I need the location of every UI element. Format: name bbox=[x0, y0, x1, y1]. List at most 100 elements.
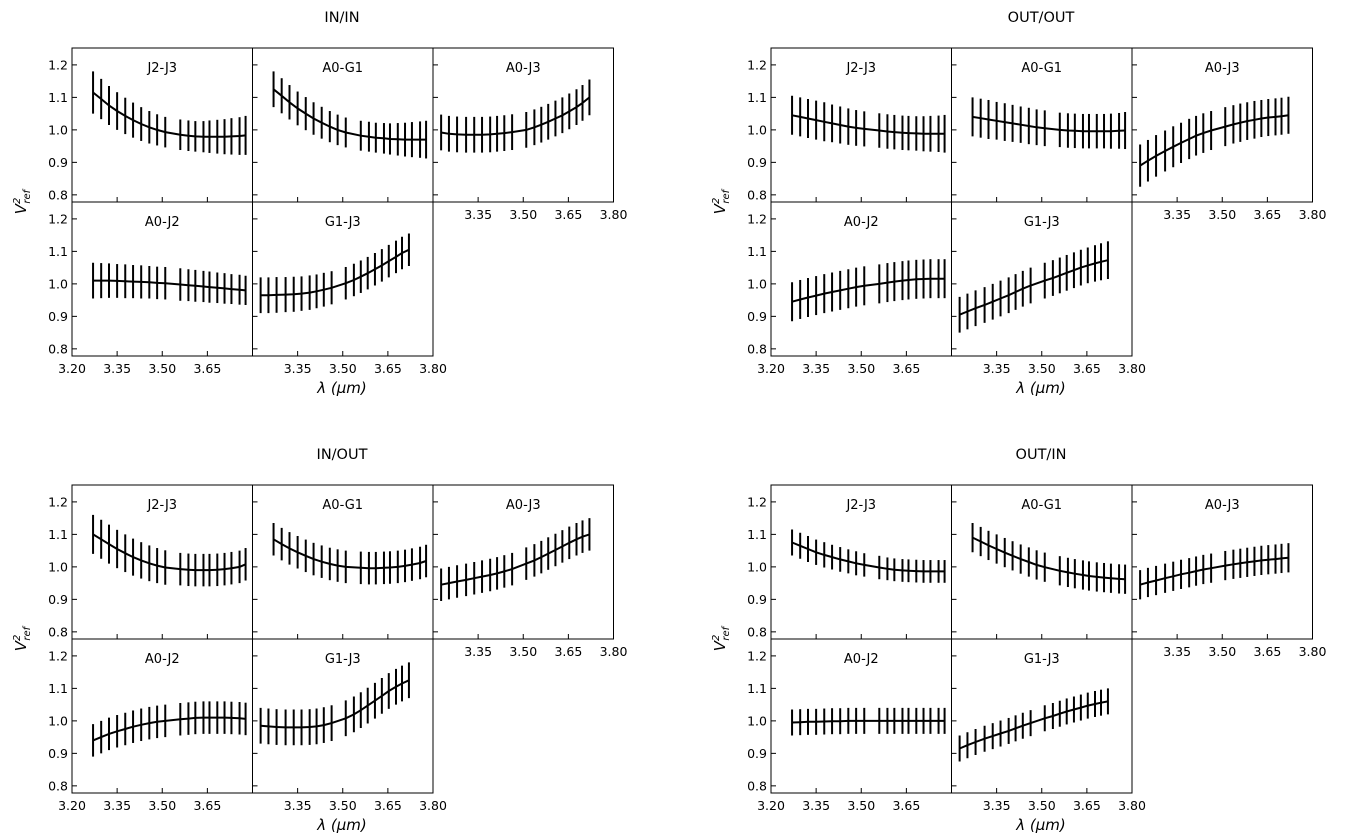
y-tick-label: 0.8 bbox=[747, 778, 767, 793]
y-tick-label: 0.9 bbox=[747, 309, 767, 324]
y-tick-label: 0.8 bbox=[747, 187, 767, 202]
model-curve bbox=[791, 541, 945, 573]
x-tick-label: 3.80 bbox=[600, 644, 628, 659]
y-label-base: V bbox=[12, 639, 30, 651]
baseline-label: A0-J3 bbox=[1205, 498, 1240, 513]
y-tick-label: 1.2 bbox=[747, 211, 767, 226]
x-tick-label: 3.50 bbox=[847, 798, 875, 813]
group-title: OUT/OUT bbox=[1008, 10, 1075, 26]
y-tick-label: 1.0 bbox=[48, 713, 68, 728]
y-tick-label: 1.2 bbox=[48, 494, 68, 509]
baseline-label: G1-J3 bbox=[1024, 215, 1060, 230]
y-label-sup: 2 bbox=[12, 198, 23, 204]
x-tick-label: 3.50 bbox=[148, 361, 176, 376]
x-tick-label: 3.65 bbox=[554, 644, 582, 659]
x-tick-label: 3.65 bbox=[374, 361, 402, 376]
panel-a0-j2: 3.20 3.35 3.50 3.65 0.8 0.9 1.0 1.1 1.2 A0-J2 bbox=[48, 638, 253, 813]
x-tick-label: 3.80 bbox=[1118, 361, 1146, 376]
y-tick-label: 1.0 bbox=[747, 276, 767, 291]
panel-g1-j3: 3.35 3.50 3.65 3.80 G1-J3 bbox=[951, 201, 1146, 376]
baseline-label: A0-G1 bbox=[322, 498, 363, 513]
x-tick-label: 3.35 bbox=[464, 207, 492, 222]
x-tick-label: 3.35 bbox=[983, 361, 1011, 376]
x-tick-label: 3.50 bbox=[1028, 798, 1056, 813]
baseline-label: A0-J2 bbox=[844, 215, 879, 230]
group-title: OUT/IN bbox=[1016, 447, 1067, 463]
panel-j2-j3: 0.8 0.9 1.0 1.1 1.2 J2-J3 bbox=[48, 484, 253, 640]
panel-a0-j3: 3.35 3.50 3.65 3.80 A0-J3 bbox=[1131, 484, 1327, 659]
y-tick-label: 1.2 bbox=[747, 494, 767, 509]
panel-g1-j3: 3.35 3.50 3.65 3.80 G1-J3 bbox=[252, 638, 447, 813]
x-tick-label: 3.35 bbox=[103, 361, 131, 376]
model-curve bbox=[93, 279, 246, 292]
y-tick-label: 0.9 bbox=[48, 746, 68, 761]
group-title: IN/OUT bbox=[317, 447, 368, 463]
baseline-label: A0-J3 bbox=[506, 61, 541, 76]
model-curve bbox=[959, 259, 1109, 316]
x-tick-label: 3.20 bbox=[58, 361, 86, 376]
model-curve bbox=[972, 115, 1126, 133]
baseline-label: G1-J3 bbox=[1024, 652, 1060, 667]
x-tick-label: 3.80 bbox=[419, 361, 447, 376]
baseline-label: J2-J3 bbox=[146, 498, 177, 513]
panel-group-out-out: OUT/OUT λ (μm) V2ref 0.8 0.9 1.0 1.1 1.2 J2-J3 A0… bbox=[711, 10, 1326, 397]
x-tick-label: 3.65 bbox=[1073, 798, 1101, 813]
y-label-sup: 2 bbox=[711, 635, 722, 641]
model-curve bbox=[92, 91, 246, 138]
y-tick-label: 1.2 bbox=[747, 57, 767, 72]
panel-j2-j3: 0.8 0.9 1.0 1.1 1.2 J2-J3 bbox=[747, 484, 952, 640]
panel-group-out-in: OUT/IN λ (μm) V2ref 0.8 0.9 1.0 1.1 1.2 J2-J3 A0-… bbox=[711, 447, 1326, 834]
panel-g1-j3: 3.35 3.50 3.65 3.80 G1-J3 bbox=[951, 638, 1146, 813]
y-tick-label: 0.9 bbox=[48, 309, 68, 324]
model-curve bbox=[272, 88, 427, 141]
y-label-base: V bbox=[711, 639, 729, 651]
y-label-sub: ref bbox=[721, 188, 732, 203]
x-tick-label: 3.80 bbox=[1299, 207, 1327, 222]
y-tick-label: 1.2 bbox=[747, 648, 767, 663]
x-axis-label: λ (μm) bbox=[1015, 379, 1066, 397]
panel-j2-j3: 0.8 0.9 1.0 1.1 1.2 J2-J3 bbox=[48, 47, 253, 203]
model-curve bbox=[972, 536, 1126, 581]
baseline-label: J2-J3 bbox=[845, 498, 876, 513]
x-tick-label: 3.35 bbox=[1163, 644, 1191, 659]
panel-g1-j3: 3.35 3.50 3.65 3.80 G1-J3 bbox=[252, 201, 447, 376]
y-axis-label: V2ref bbox=[12, 188, 33, 214]
x-tick-label: 3.65 bbox=[193, 361, 221, 376]
x-axis-label: λ (μm) bbox=[1015, 816, 1066, 834]
x-tick-label: 3.20 bbox=[757, 798, 785, 813]
x-tick-label: 3.65 bbox=[1073, 361, 1101, 376]
x-tick-label: 3.50 bbox=[1208, 207, 1236, 222]
x-tick-label: 3.35 bbox=[284, 798, 312, 813]
x-tick-label: 3.80 bbox=[1118, 798, 1146, 813]
x-tick-label: 3.65 bbox=[892, 361, 920, 376]
baseline-label: A0-G1 bbox=[1021, 61, 1062, 76]
y-label-sup: 2 bbox=[12, 635, 23, 641]
x-axis-label: λ (μm) bbox=[316, 379, 367, 397]
y-label-base: V bbox=[711, 202, 729, 214]
panel-a0-g1: A0-G1 bbox=[951, 484, 1133, 640]
x-tick-label: 3.35 bbox=[802, 798, 830, 813]
x-axis-label: λ (μm) bbox=[316, 816, 367, 834]
x-tick-label: 3.35 bbox=[1163, 207, 1191, 222]
y-tick-label: 0.9 bbox=[48, 155, 68, 170]
x-tick-label: 3.35 bbox=[464, 644, 492, 659]
baseline-label: G1-J3 bbox=[325, 215, 361, 230]
y-axis-label: V2ref bbox=[711, 625, 732, 651]
baseline-label: A0-J2 bbox=[145, 215, 180, 230]
x-tick-label: 3.35 bbox=[103, 798, 131, 813]
panel-a0-j2: 3.20 3.35 3.50 3.65 0.8 0.9 1.0 1.1 1.2 A0-J2 bbox=[747, 201, 952, 376]
y-tick-label: 0.9 bbox=[747, 155, 767, 170]
x-tick-label: 3.50 bbox=[509, 207, 537, 222]
x-tick-label: 3.80 bbox=[1299, 644, 1327, 659]
y-tick-label: 1.2 bbox=[48, 211, 68, 226]
y-tick-label: 1.1 bbox=[48, 681, 68, 696]
y-tick-label: 0.8 bbox=[747, 341, 767, 356]
x-tick-label: 3.50 bbox=[148, 798, 176, 813]
y-tick-label: 0.9 bbox=[747, 746, 767, 761]
x-tick-label: 3.65 bbox=[892, 798, 920, 813]
x-tick-label: 3.65 bbox=[554, 207, 582, 222]
y-tick-label: 1.0 bbox=[747, 559, 767, 574]
x-tick-label: 3.20 bbox=[58, 798, 86, 813]
y-tick-label: 1.0 bbox=[48, 559, 68, 574]
model-curve bbox=[273, 538, 427, 570]
